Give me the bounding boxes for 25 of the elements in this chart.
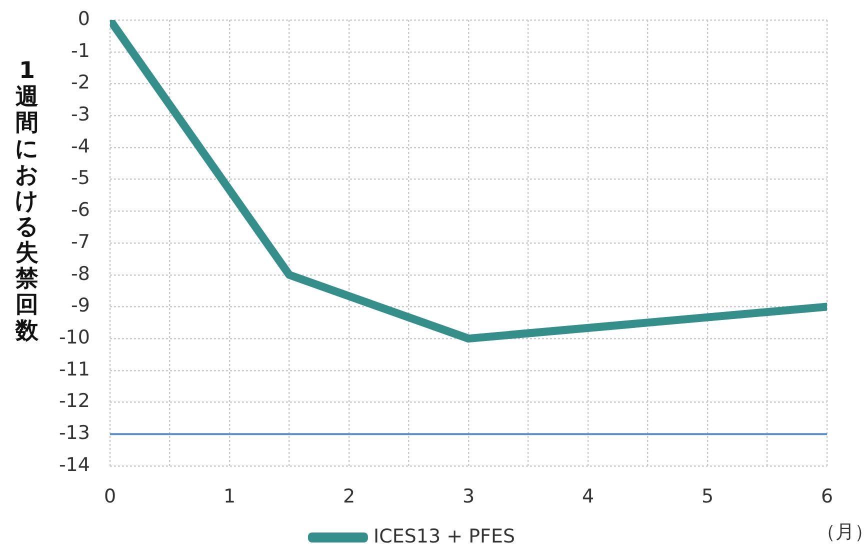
y-tick-label: -10 [58,326,90,349]
y-tick-label: -2 [71,72,90,94]
x-axis-title: （月） [816,520,864,543]
x-tick-label: 1 [223,485,236,508]
x-tick-label: 4 [582,485,594,508]
y-tick-label: -13 [58,422,90,444]
x-tick-label: 0 [104,485,116,508]
y-tick-label: -4 [71,135,90,158]
y-tick-label: -9 [71,294,90,317]
x-tick-label: 6 [820,485,834,508]
y-tick-label: -3 [71,104,90,126]
legend-label: ICES13 + PFES [373,525,516,548]
text: 1週間における失禁回数 [15,58,39,344]
y-tick-label: -7 [71,230,90,253]
y-tick-label: -8 [71,262,90,285]
x-tick-label: 5 [701,485,714,508]
y-tick-label: -12 [58,390,90,412]
y-tick-label: -1 [71,40,90,62]
y-tick-label: -5 [71,167,90,190]
y-tick-label: -11 [58,358,90,380]
y-tick-label: -6 [71,199,90,222]
x-tick-label: 2 [342,485,356,508]
x-tick-label: 3 [462,485,475,508]
y-tick-label: 0 [78,8,90,30]
y-tick-label: -14 [58,454,90,476]
